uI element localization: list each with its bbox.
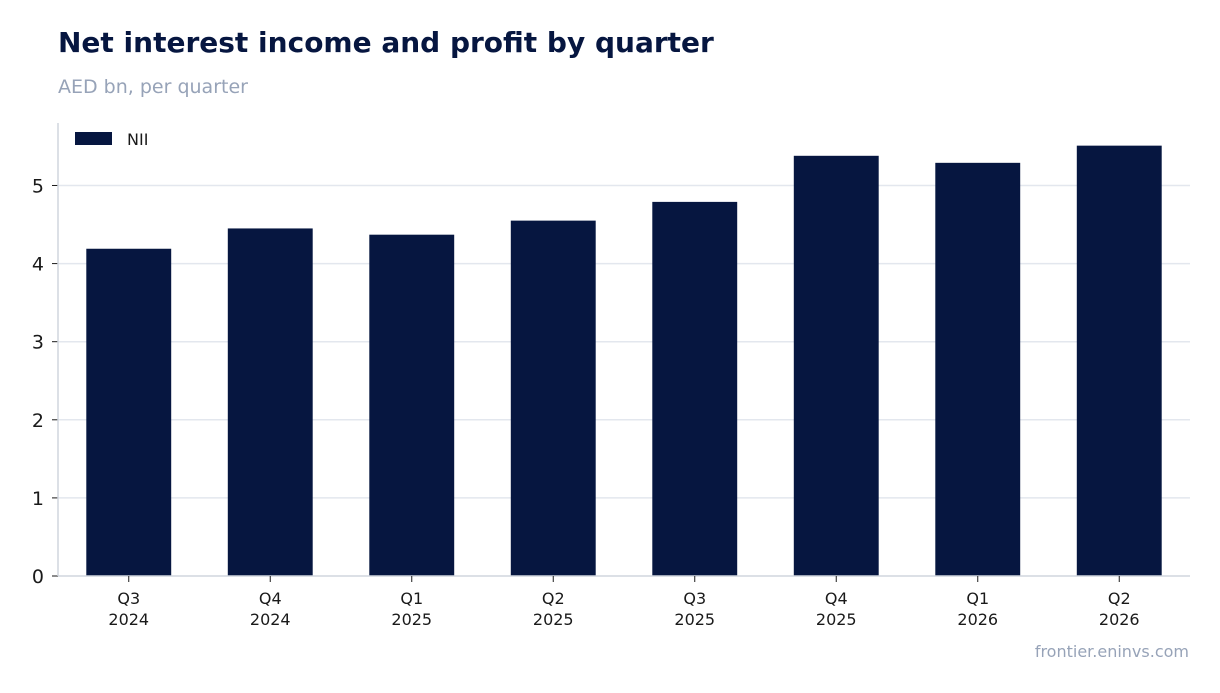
bar <box>935 162 1021 576</box>
x-tick-label-quarter: Q3 <box>117 589 140 608</box>
y-tick-label: 2 <box>32 410 44 432</box>
chart-subtitle: AED bn, per quarter <box>58 76 248 98</box>
x-tick-label-quarter: Q3 <box>683 589 706 608</box>
bar <box>652 201 738 577</box>
x-tick-label-quarter: Q2 <box>542 589 565 608</box>
legend-swatch <box>75 132 112 145</box>
bar <box>510 220 596 576</box>
bars <box>86 145 1162 577</box>
x-tick-label-year: 2024 <box>250 610 291 629</box>
x-tick-label-quarter: Q1 <box>966 589 989 608</box>
x-tick-label-year: 2024 <box>108 610 149 629</box>
bar <box>86 248 172 576</box>
y-tick-label: 5 <box>32 175 44 197</box>
axes: 0 1 2 3 4 5 Q3 2024 Q4 2024 Q1 2025 Q2 2025 Q3 2025 Q4 20… <box>32 123 1190 629</box>
legend: NII <box>75 130 148 149</box>
y-tick-label: 0 <box>32 566 44 588</box>
bar <box>369 234 455 576</box>
y-tick-label: 1 <box>32 488 44 510</box>
x-tick-label-year: 2025 <box>391 610 432 629</box>
chart-title: Net interest income and profit by quarte… <box>58 26 714 59</box>
legend-label: NII <box>127 130 148 149</box>
bar <box>1076 145 1162 576</box>
y-tick-label: 4 <box>32 254 44 276</box>
x-tick-label-year: 2026 <box>957 610 998 629</box>
x-tick-label-year: 2025 <box>533 610 574 629</box>
x-tick-label-quarter: Q4 <box>825 589 848 608</box>
x-tick-label-quarter: Q1 <box>400 589 423 608</box>
source-credit: frontier.eninvs.com <box>1034 642 1189 661</box>
x-tick-label-year: 2025 <box>674 610 715 629</box>
x-tick-label-year: 2025 <box>816 610 857 629</box>
bar <box>793 155 879 576</box>
x-tick-label-quarter: Q2 <box>1108 589 1131 608</box>
y-tick-label: 3 <box>32 332 44 354</box>
x-tick-label-quarter: Q4 <box>259 589 282 608</box>
bar <box>227 228 313 577</box>
x-tick-label-year: 2026 <box>1099 610 1140 629</box>
